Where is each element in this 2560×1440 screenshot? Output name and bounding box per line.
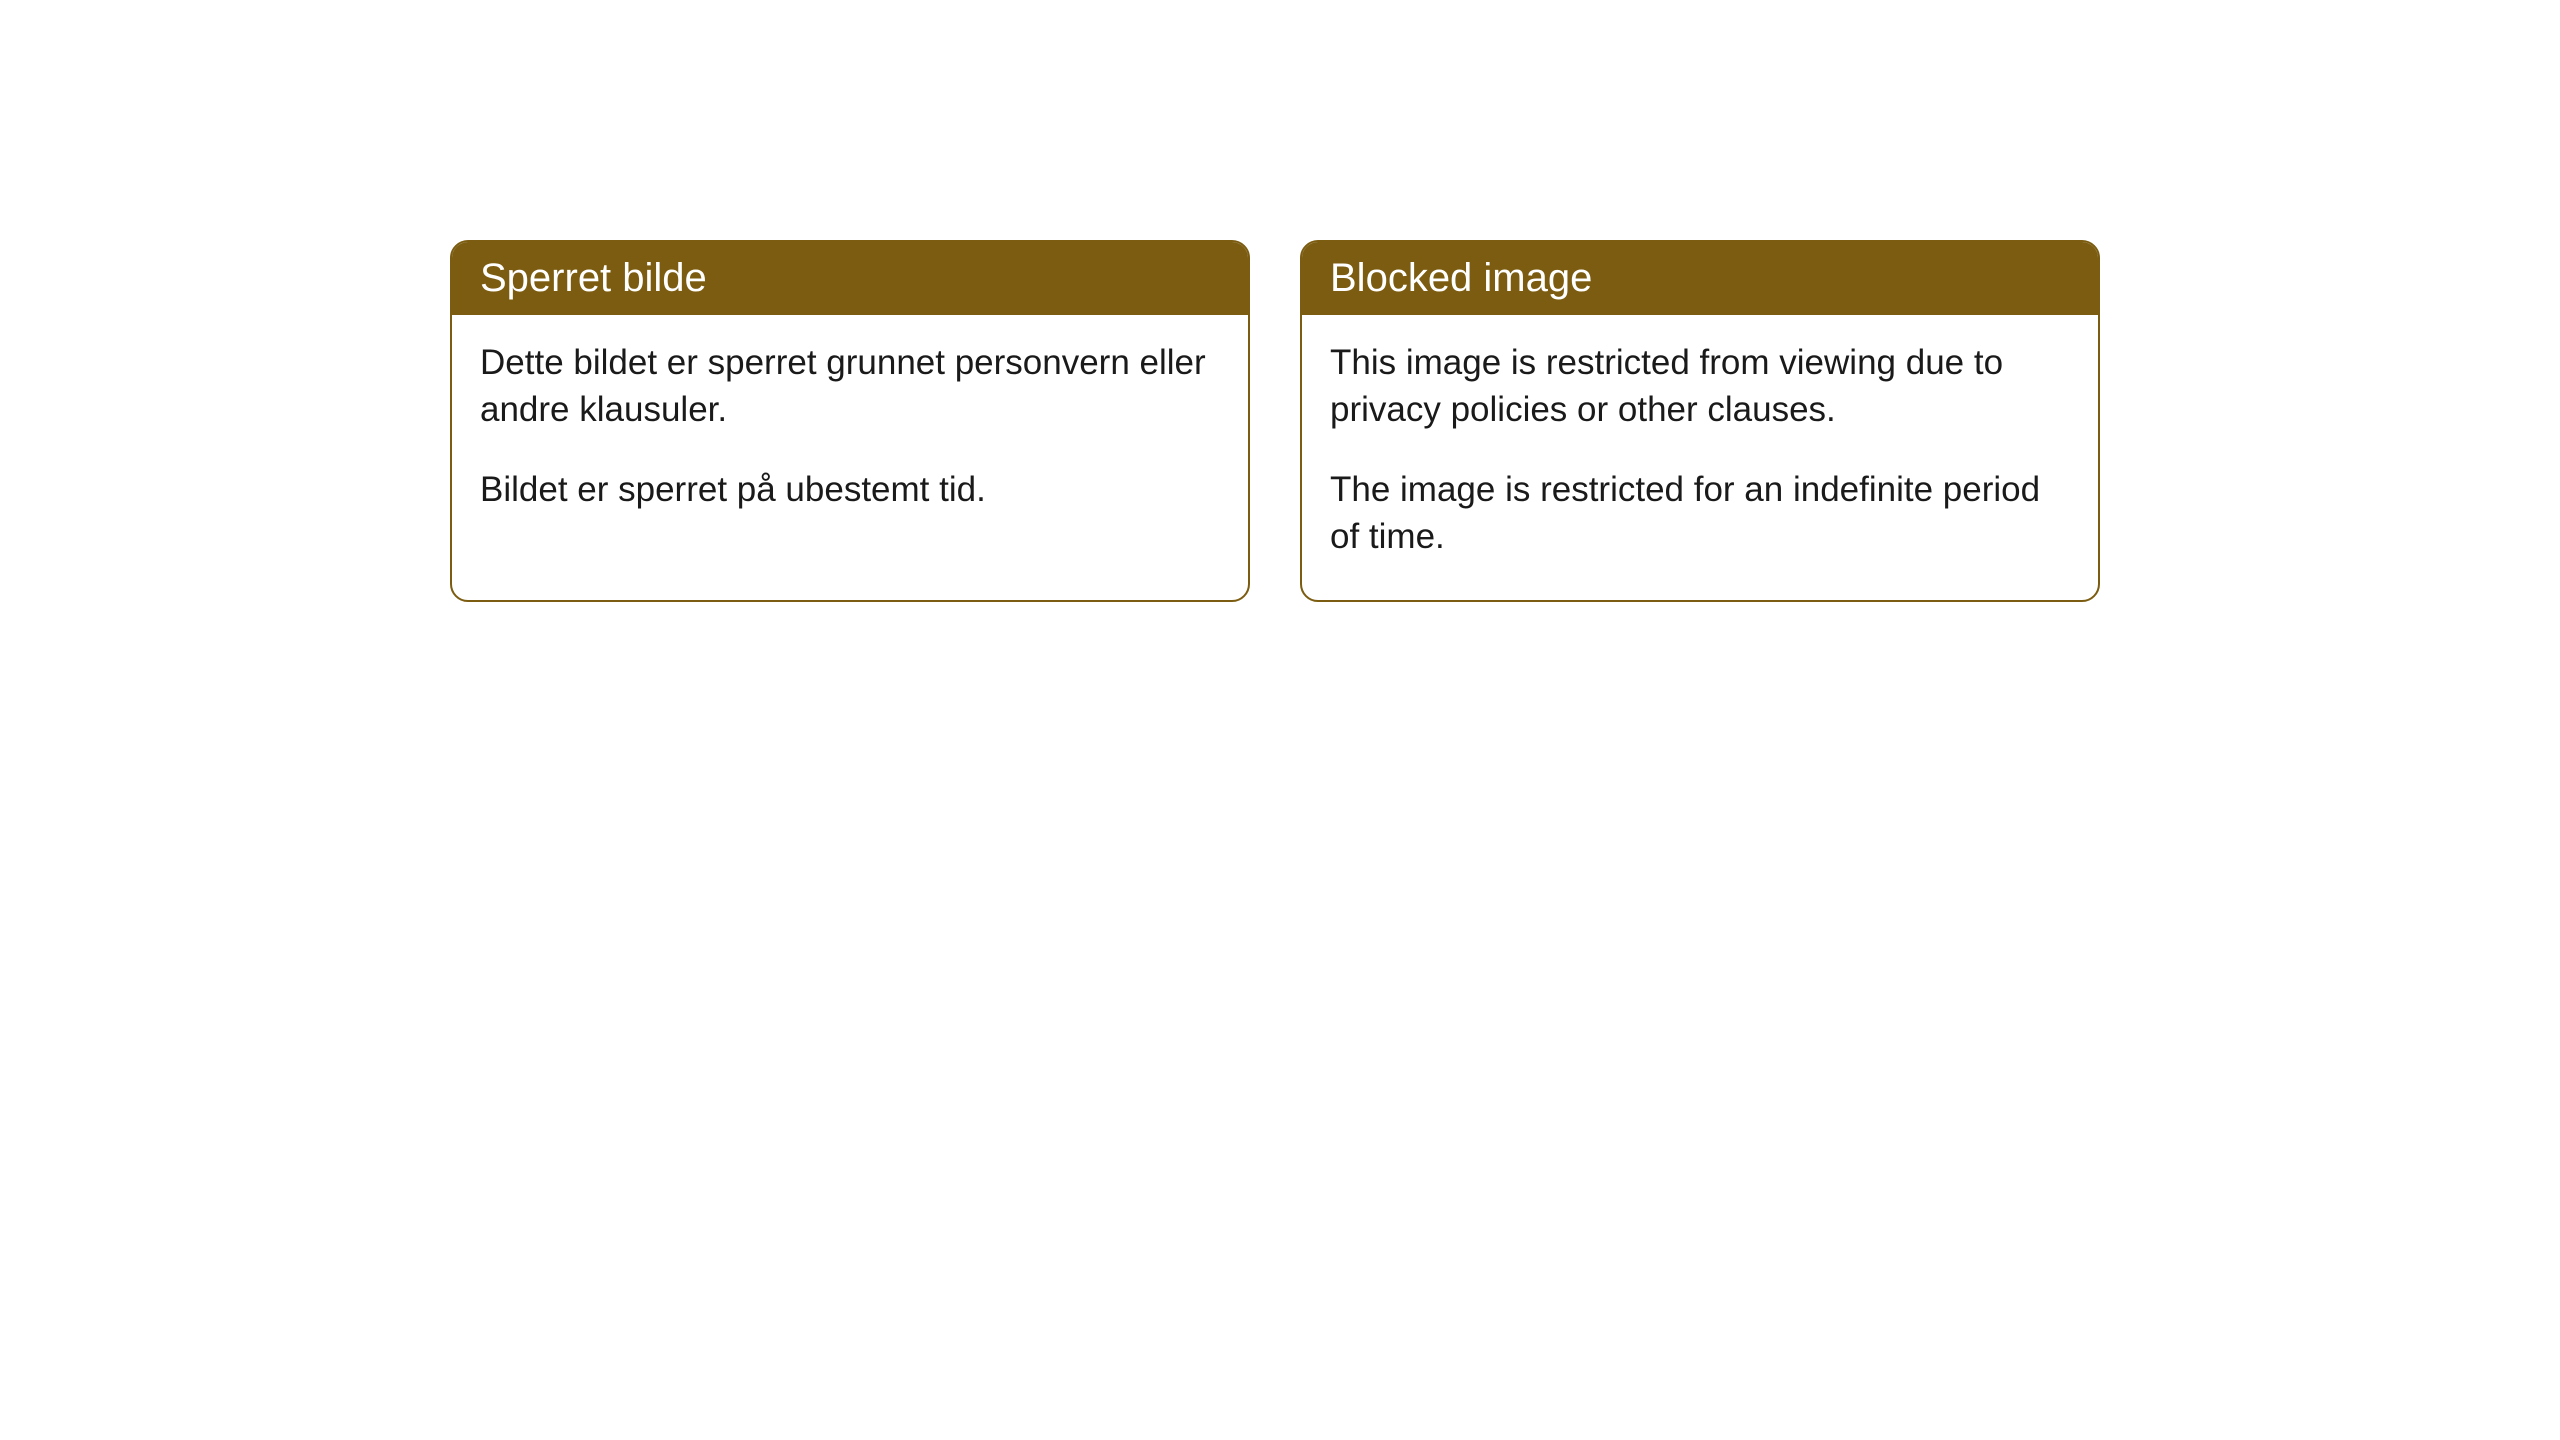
- card-paragraph: This image is restricted from viewing du…: [1330, 339, 2070, 434]
- notice-card-norwegian: Sperret bilde Dette bildet er sperret gr…: [450, 240, 1250, 602]
- card-paragraph: Dette bildet er sperret grunnet personve…: [480, 339, 1220, 434]
- card-title: Blocked image: [1330, 256, 1592, 300]
- card-header: Blocked image: [1302, 242, 2098, 315]
- card-paragraph: The image is restricted for an indefinit…: [1330, 466, 2070, 561]
- card-body: This image is restricted from viewing du…: [1302, 315, 2098, 600]
- notice-container: Sperret bilde Dette bildet er sperret gr…: [0, 0, 2560, 602]
- card-body: Dette bildet er sperret grunnet personve…: [452, 315, 1248, 553]
- card-title: Sperret bilde: [480, 256, 707, 300]
- card-paragraph: Bildet er sperret på ubestemt tid.: [480, 466, 1220, 513]
- notice-card-english: Blocked image This image is restricted f…: [1300, 240, 2100, 602]
- card-header: Sperret bilde: [452, 242, 1248, 315]
